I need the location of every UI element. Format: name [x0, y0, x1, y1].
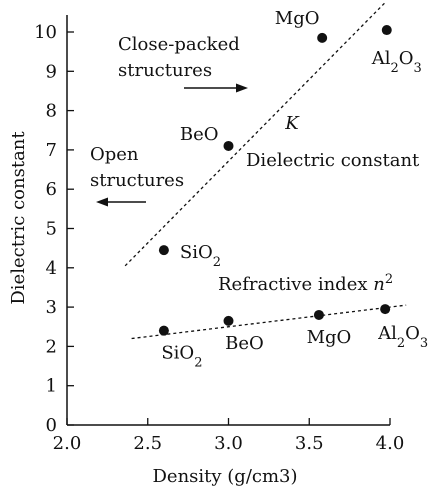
y-tick-label: 0: [46, 415, 57, 436]
axis-ticks: [66, 31, 391, 426]
y-tick-label: 5: [46, 219, 57, 240]
series-label-refractive: Refractive index n2: [218, 272, 393, 296]
y-tick-label: 9: [46, 61, 57, 82]
axes: [66, 15, 390, 426]
axis-tick-labels: 0 1 2 3 4 5 6 7 8 9 10 2.0 2.5 3.0 3.5 4.0: [34, 22, 404, 454]
refractive-point-sio2: [158, 325, 169, 336]
y-tick-label: 6: [46, 179, 57, 200]
arrow-left-head: [96, 197, 108, 207]
trend-lines: [124, 2, 407, 340]
x-axis-title: Density (g/cm3): [152, 466, 297, 487]
x-tick-label: 3.0: [214, 433, 243, 454]
refractive-point-beo: [223, 315, 234, 326]
dielectric-point-sio2: [158, 245, 169, 256]
annotations: K Dielectric constant Refractive index n2 C…: [90, 34, 420, 295]
dielectric-label-al2o3: Al2O3: [371, 48, 422, 76]
series-label-dielectric: Dielectric constant: [246, 150, 420, 171]
x-tick-label: 4.0: [376, 433, 405, 454]
y-tick-label: 2: [46, 336, 57, 357]
y-tick-label: 4: [46, 258, 57, 279]
annotation-close-packed-line: Close-packed: [118, 34, 240, 55]
y-tick-label: 10: [34, 22, 57, 43]
data-points: [158, 25, 392, 336]
point-labels: SiO2 BeO MgO Al2O3 SiO2 BeO MgO Al2O3: [161, 8, 428, 370]
dielectric-point-beo: [223, 140, 234, 151]
dielectric-trend-line: [124, 2, 386, 267]
refractive-point-al2o3: [380, 304, 391, 315]
refractive-label-beo: BeO: [225, 333, 264, 354]
y-tick-label: 1: [46, 376, 57, 397]
dielectric-point-al2o3: [381, 25, 392, 36]
series-symbol-k: K: [284, 113, 300, 134]
refractive-label-sio2: SiO2: [161, 343, 202, 371]
y-tick-label: 7: [46, 140, 57, 161]
refractive-label-mgo: MgO: [307, 327, 352, 348]
refractive-trend-line: [131, 304, 407, 340]
annotation-open-line: structures: [90, 170, 184, 191]
y-axis-title: Dielectric constant: [8, 131, 29, 305]
dielectric-label-sio2: SiO2: [180, 242, 221, 270]
refractive-label-al2o3: Al2O3: [377, 323, 428, 351]
y-tick-label: 8: [46, 101, 57, 122]
dielectric-label-mgo: MgO: [275, 8, 320, 29]
annotation-open-line: Open: [90, 144, 139, 165]
x-tick-label: 3.5: [295, 433, 324, 454]
refractive-point-mgo: [313, 309, 324, 320]
dielectric-point-mgo: [317, 32, 328, 43]
dielectric-label-beo: BeO: [180, 124, 219, 145]
x-tick-label: 2.5: [133, 433, 162, 454]
annotation-close-packed-line: structures: [118, 60, 212, 81]
y-tick-label: 3: [46, 297, 57, 318]
x-tick-label: 2.0: [53, 433, 82, 454]
arrow-right-head: [236, 83, 248, 93]
